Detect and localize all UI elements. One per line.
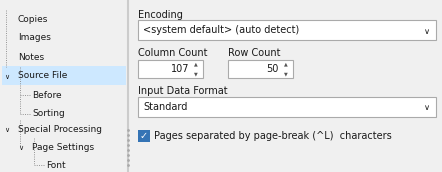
Text: Column Count: Column Count	[138, 48, 207, 58]
Text: Row Count: Row Count	[228, 48, 281, 58]
Text: ∨: ∨	[424, 104, 430, 112]
Text: Before: Before	[32, 90, 61, 99]
FancyBboxPatch shape	[228, 60, 293, 78]
Text: Pages separated by page-break (^L)  characters: Pages separated by page-break (^L) chara…	[154, 131, 392, 141]
Text: Source File: Source File	[18, 72, 67, 80]
Text: ∨: ∨	[424, 26, 430, 35]
Text: ▼: ▼	[194, 72, 198, 77]
Text: Page Settings: Page Settings	[32, 142, 94, 152]
FancyBboxPatch shape	[138, 60, 203, 78]
Text: Standard: Standard	[143, 102, 187, 112]
FancyBboxPatch shape	[138, 20, 436, 40]
Text: ▲: ▲	[194, 62, 198, 67]
Text: Copies: Copies	[18, 14, 48, 24]
FancyBboxPatch shape	[138, 97, 436, 117]
FancyBboxPatch shape	[138, 130, 150, 142]
Text: ✓: ✓	[140, 131, 148, 141]
Text: Special Processing: Special Processing	[18, 125, 102, 133]
Text: Images: Images	[18, 34, 51, 42]
Text: Sorting: Sorting	[32, 110, 65, 119]
Text: <system default> (auto detect): <system default> (auto detect)	[143, 25, 299, 35]
Text: Font: Font	[46, 160, 65, 169]
Text: ∨: ∨	[4, 127, 9, 133]
Text: ∨: ∨	[4, 74, 9, 80]
Text: ∨: ∨	[18, 145, 23, 151]
Text: 50: 50	[267, 64, 279, 74]
FancyBboxPatch shape	[2, 66, 126, 85]
Text: ▼: ▼	[284, 72, 288, 77]
Text: Notes: Notes	[18, 52, 44, 62]
Text: Encoding: Encoding	[138, 10, 183, 20]
Text: ▲: ▲	[284, 62, 288, 67]
Text: Input Data Format: Input Data Format	[138, 86, 228, 96]
Text: 107: 107	[171, 64, 189, 74]
